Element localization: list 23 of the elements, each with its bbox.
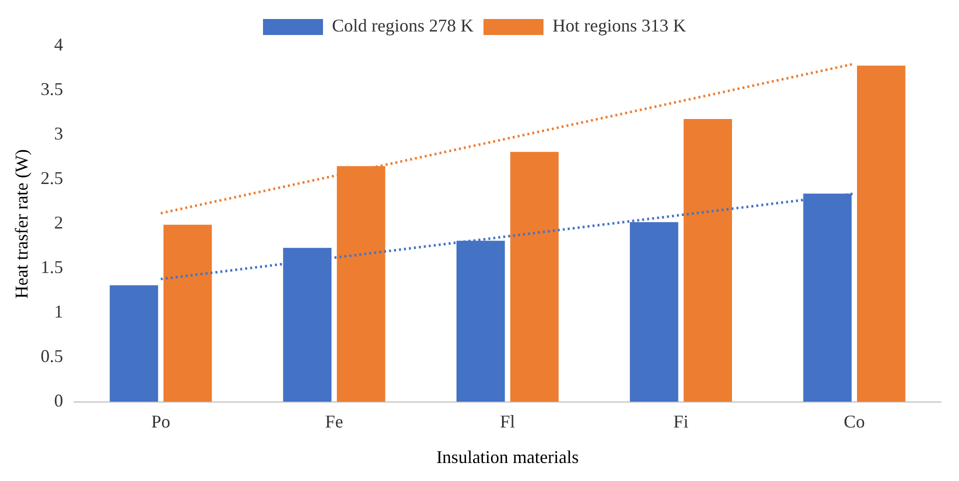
- y-tick-label: 2: [54, 212, 64, 233]
- x-axis-title: Insulation materials: [436, 446, 579, 467]
- y-tick-label: 1: [54, 302, 64, 322]
- bar: [684, 118, 732, 402]
- y-tick-label: 3: [54, 124, 64, 144]
- bar: [510, 152, 559, 402]
- y-tick-label: 4: [54, 34, 64, 55]
- y-tick-label: 1.5: [40, 257, 64, 278]
- x-tick-label: Co: [844, 411, 865, 432]
- bar: [857, 66, 906, 402]
- y-axis-title: Heat trasfer rate (W): [12, 149, 32, 299]
- y-tick-label: 3.5: [40, 79, 64, 100]
- x-tick-label: Fe: [325, 411, 344, 432]
- bar: [110, 285, 158, 402]
- x-tick-label: Fl: [500, 411, 516, 432]
- x-tick-label: Po: [151, 411, 170, 432]
- bar: [163, 224, 212, 402]
- x-tick-label: Fi: [673, 411, 688, 432]
- legend-label: Hot regions 313 K: [552, 16, 686, 36]
- y-tick-label: 0.5: [40, 346, 64, 366]
- legend-label: Cold regions 278 K: [332, 16, 474, 36]
- y-tick-label: 2.5: [40, 168, 64, 188]
- y-tick-label: 0: [54, 390, 64, 411]
